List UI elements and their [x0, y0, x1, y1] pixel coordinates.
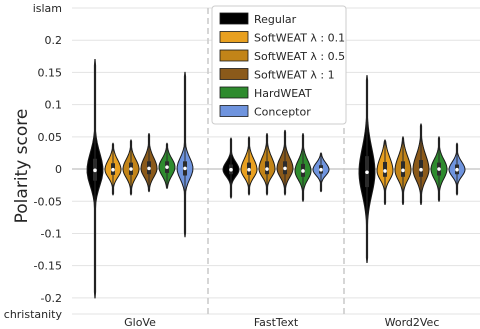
legend-label: SoftWEAT λ : 0.1	[254, 32, 345, 45]
y-tick-label: christanity	[4, 308, 63, 321]
violin-median	[383, 169, 387, 173]
y-tick-label: -0.2	[41, 292, 62, 305]
legend-label: Regular	[254, 13, 297, 26]
y-axis: islam 0.2 0.15 0.1 0.05 0 -0.05 -0.1 -0.15 -0.2 ch…	[4, 2, 63, 321]
y-tick-label: 0.2	[45, 34, 63, 47]
y-tick-label: 0.05	[38, 131, 63, 144]
violin-median	[147, 166, 151, 171]
x-tick-label: GloVe	[124, 316, 156, 329]
grid-lines	[72, 7, 480, 315]
violin-median	[265, 167, 269, 171]
violin-median	[165, 165, 169, 169]
legend-label: SoftWEAT λ : 1	[254, 69, 335, 82]
violin-median	[111, 167, 115, 172]
legend-swatch	[219, 31, 249, 43]
violin-median	[229, 167, 233, 172]
violins	[86, 59, 466, 299]
violin-median	[437, 167, 441, 171]
y-tick-label: -0.05	[34, 195, 62, 208]
violin-median	[319, 167, 323, 172]
y-tick-label: -0.1	[41, 227, 62, 240]
y-tick-label: 0.1	[45, 99, 63, 112]
legend-swatch	[219, 49, 249, 62]
legend: Regular SoftWEAT λ : 0.1 SoftWEAT λ : 0.5 S…	[211, 5, 347, 125]
violin-median	[401, 168, 405, 173]
violin-median	[183, 166, 187, 171]
violin-median	[283, 166, 287, 171]
violin-median	[129, 167, 133, 171]
violin-median	[455, 167, 459, 172]
violin-median	[247, 167, 251, 172]
legend-label: SoftWEAT λ : 0.5	[254, 50, 345, 63]
violin-median	[93, 168, 97, 173]
legend-label: HardWEAT	[254, 87, 312, 100]
legend-swatch	[219, 105, 249, 117]
y-tick-label: 0	[55, 163, 62, 176]
y-tick-label: 0.15	[38, 66, 63, 79]
violin-median	[419, 167, 423, 172]
legend-swatch	[219, 68, 249, 80]
y-axis-label: Polarity score	[12, 109, 32, 224]
x-tick-label: FastText	[254, 316, 299, 329]
y-tick-label: islam	[33, 2, 62, 15]
legend-label: Conceptor	[254, 106, 311, 119]
x-tick-label: Word2Vec	[385, 316, 440, 329]
y-tick-label: -0.15	[34, 260, 62, 273]
violin-median	[365, 170, 369, 175]
x-axis: GloVe FastText Word2Vec	[124, 316, 439, 329]
legend-swatch	[219, 86, 249, 99]
violin-median	[301, 169, 305, 173]
legend-swatch	[219, 12, 249, 25]
